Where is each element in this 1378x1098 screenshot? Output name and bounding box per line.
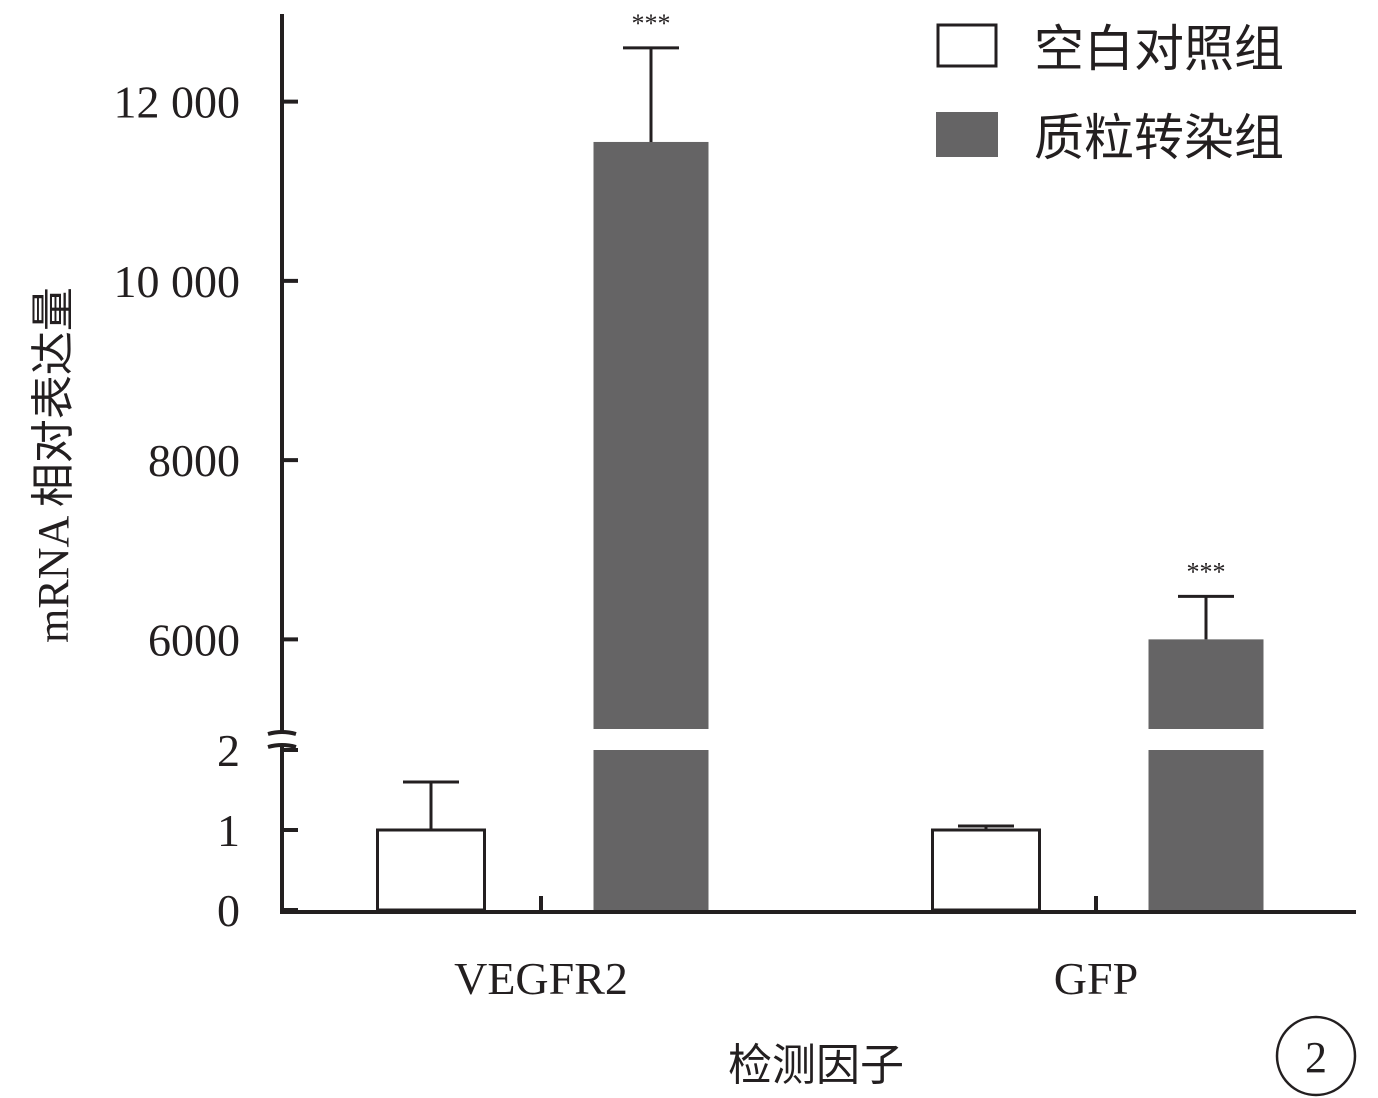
y-tick-label: 12 000 <box>114 77 241 128</box>
y-axis-title: mRNA 相对表达量 <box>29 287 78 643</box>
y-tick-label: 6000 <box>148 614 240 665</box>
panel-number: 2 <box>1305 1033 1327 1082</box>
legend-label-transfected: 质粒转染组 <box>1034 110 1284 166</box>
y-axis <box>267 14 297 912</box>
bar-0-1-lower <box>593 750 709 910</box>
bars: *** *** <box>376 9 1264 912</box>
y-tick-label: 8000 <box>148 435 240 486</box>
bar-0-1-upper <box>593 141 709 730</box>
y-ticks: 0 1 2 6000 8000 10 000 12 000 <box>114 77 298 936</box>
legend-swatch-transfected <box>936 112 998 157</box>
significance-label: *** <box>1187 557 1226 586</box>
legend-swatch-control <box>936 23 998 68</box>
x-category-label: GFP <box>1054 953 1138 1004</box>
axis-break-mark <box>267 730 297 749</box>
x-axis-title: 检测因子 <box>728 1041 904 1090</box>
legend-label-control: 空白对照组 <box>1034 21 1284 77</box>
bar-1-1-lower <box>1148 750 1264 910</box>
y-tick-label: 1 <box>217 805 240 856</box>
x-category-label: VEGFR2 <box>454 953 628 1004</box>
legend: 空白对照组 质粒转染组 <box>936 21 1284 166</box>
y-tick-label: 10 000 <box>114 256 241 307</box>
y-tick-label: 2 <box>217 725 240 776</box>
significance-label: *** <box>632 9 671 38</box>
bar-0-0 <box>376 828 486 912</box>
bar-1-1-upper <box>1148 639 1264 729</box>
y-tick-label: 0 <box>217 885 240 936</box>
x-tick-labels: VEGFR2 GFP <box>454 953 1138 1004</box>
panel-number-circle <box>1275 1015 1357 1097</box>
bar-1-0 <box>931 828 1041 912</box>
